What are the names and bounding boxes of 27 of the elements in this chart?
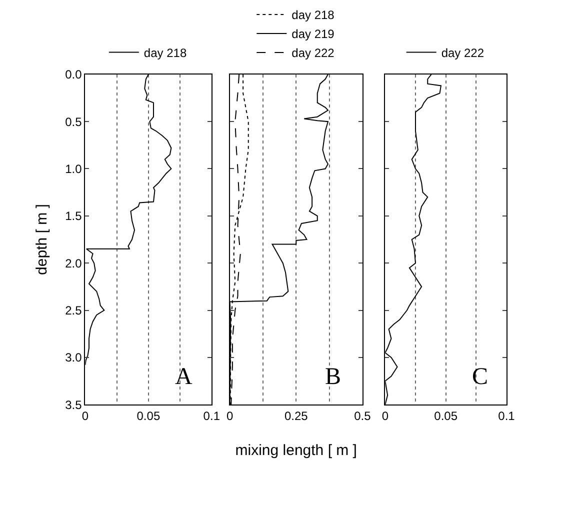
y-tick-label: 0.0 xyxy=(65,68,82,82)
annotation: C xyxy=(472,364,488,390)
y-tick-label: 1.0 xyxy=(65,162,82,176)
y-tick-label: 2.0 xyxy=(65,256,82,270)
legend-label: day 222 xyxy=(441,46,484,60)
x-tick-label: 0.5 xyxy=(354,409,372,424)
x-tick-label: 0 xyxy=(226,409,234,424)
x-tick-label: 0.1 xyxy=(498,409,516,424)
x-tick-label: 0 xyxy=(382,409,389,424)
legend-label: day 218 xyxy=(144,46,187,60)
legend-label: day 218 xyxy=(292,8,335,22)
x-tick-label: 0.05 xyxy=(136,409,160,424)
y-axis-title: depth [ m ] xyxy=(33,204,50,275)
annotation: B xyxy=(325,364,342,390)
x-tick-label: 0.05 xyxy=(434,409,458,424)
legend-label: day 222 xyxy=(292,46,335,60)
x-tick-label: 0 xyxy=(82,409,89,424)
y-tick-label: 0.5 xyxy=(65,114,82,129)
y-tick-label: 2.5 xyxy=(65,303,82,318)
x-axis-title: mixing length [ m ] xyxy=(235,442,357,460)
y-tick-label: 3.0 xyxy=(65,350,82,365)
legend-label: day 219 xyxy=(292,27,335,42)
x-tick-label: 0.25 xyxy=(284,409,308,424)
annotation: A xyxy=(175,364,193,390)
x-tick-label: 0.1 xyxy=(203,409,220,424)
y-tick-label: 1.5 xyxy=(65,209,82,224)
y-tick-label: 3.5 xyxy=(65,398,82,412)
